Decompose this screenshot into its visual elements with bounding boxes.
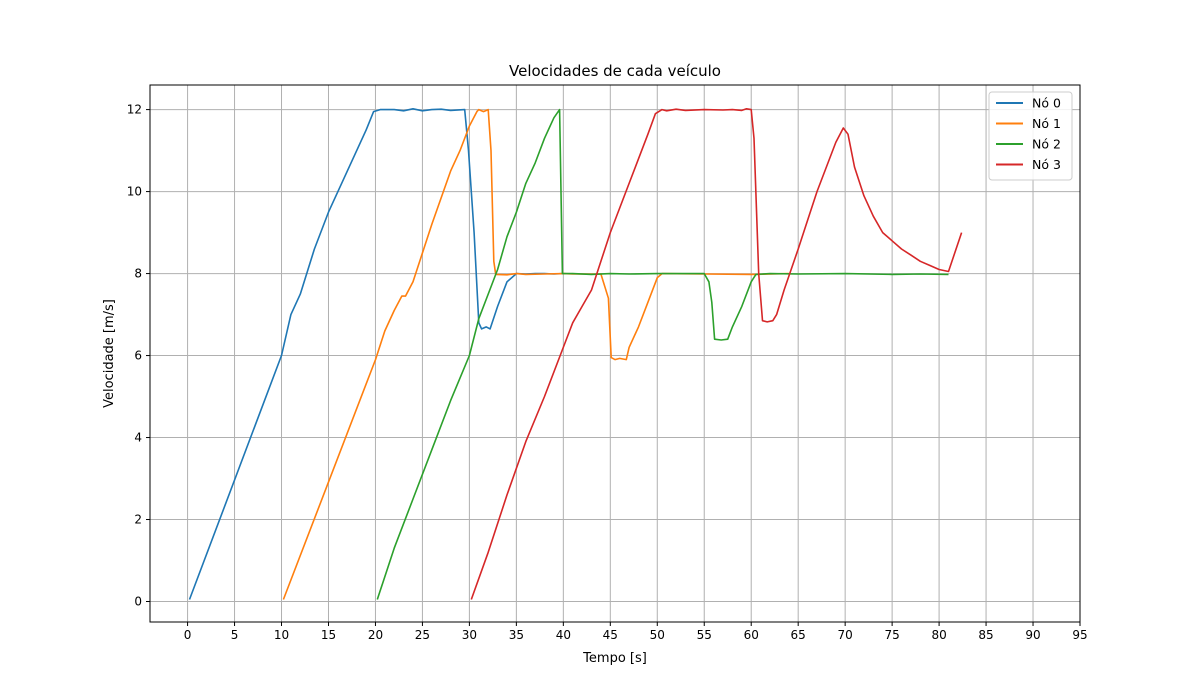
x-tick-label: 65	[791, 628, 806, 642]
y-tick-label: 6	[134, 349, 142, 363]
x-tick-label: 70	[838, 628, 853, 642]
x-tick-label: 90	[1025, 628, 1040, 642]
x-tick-label: 20	[368, 628, 383, 642]
y-tick-label: 8	[134, 267, 142, 281]
y-axis-title: Velocidade [m/s]	[102, 299, 117, 408]
x-tick-label: 25	[415, 628, 430, 642]
series-line-1	[282, 108, 789, 600]
x-tick-label: 0	[184, 628, 192, 642]
x-tick-label: 80	[931, 628, 946, 642]
x-tick-label: 15	[321, 628, 336, 642]
y-tick-label: 0	[134, 595, 142, 609]
legend: Nó 0 Nó 1 Nó 2 Nó 3	[988, 91, 1073, 181]
x-tick-label: 85	[978, 628, 993, 642]
x-tick-label: 45	[603, 628, 618, 642]
chart-title: Velocidades de cada veículo	[509, 62, 721, 80]
x-tick-label: 60	[744, 628, 759, 642]
axis-ticks: 0 5 10 15 20 25 30 35 40 45 50 55 60 65 70 75 80 85 90 95 0 2…	[127, 103, 1088, 642]
x-tick-label: 55	[697, 628, 712, 642]
legend-label: Nó 1	[1032, 116, 1061, 131]
series-line-2	[376, 108, 949, 600]
series-line-0	[188, 108, 564, 600]
x-tick-label: 95	[1072, 628, 1087, 642]
y-tick-label: 12	[127, 103, 142, 117]
y-tick-label: 10	[127, 185, 142, 199]
plot-frame	[149, 84, 1081, 623]
legend-label: Nó 0	[1032, 96, 1061, 111]
x-tick-label: 10	[274, 628, 289, 642]
x-axis-title: Tempo [s]	[582, 651, 647, 666]
x-tick-label: 5	[231, 628, 239, 642]
legend-label: Nó 2	[1032, 137, 1061, 152]
x-tick-label: 30	[462, 628, 477, 642]
legend-box	[988, 91, 1073, 181]
x-tick-label: 35	[509, 628, 524, 642]
x-tick-label: 75	[884, 628, 899, 642]
x-tick-label: 40	[556, 628, 571, 642]
y-tick-label: 2	[134, 513, 142, 527]
x-tick-label: 50	[650, 628, 665, 642]
series-line-3	[470, 108, 963, 600]
y-tick-label: 4	[134, 431, 142, 445]
plot-series	[188, 108, 963, 600]
legend-label: Nó 3	[1032, 157, 1061, 172]
